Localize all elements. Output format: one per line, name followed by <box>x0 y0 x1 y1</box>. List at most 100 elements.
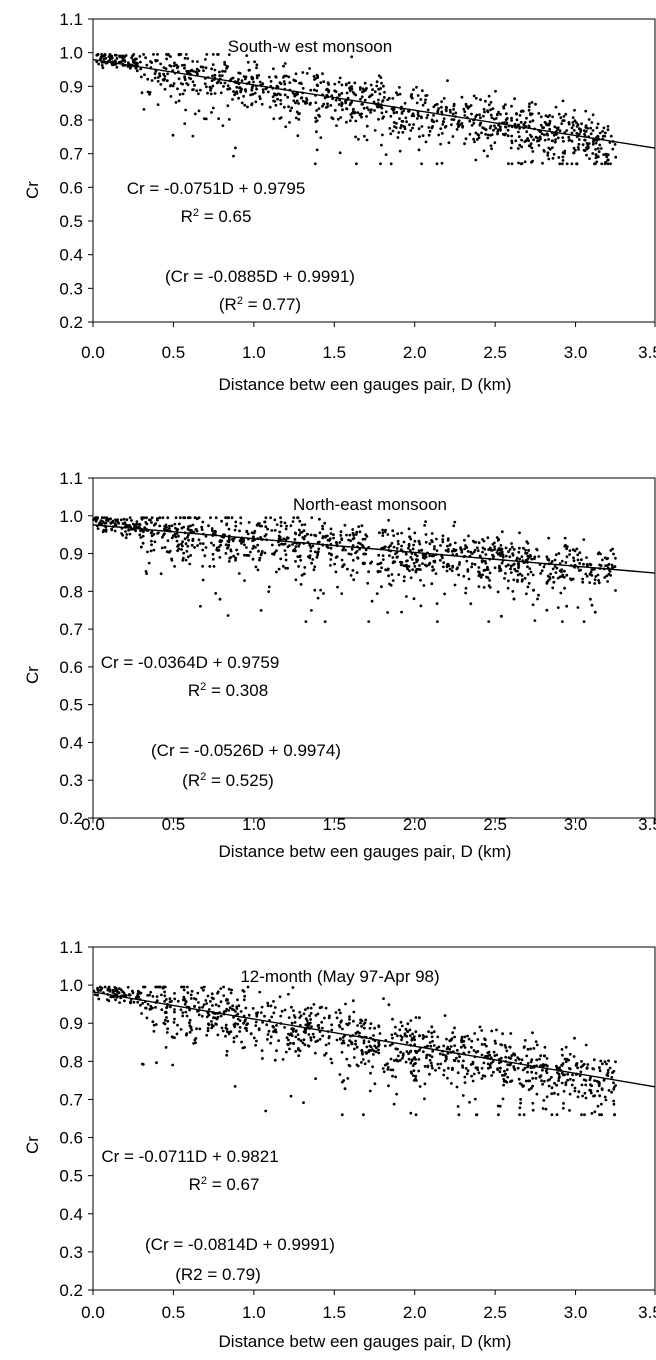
data-point <box>584 124 588 128</box>
data-point <box>573 1036 576 1040</box>
data-point <box>137 525 141 529</box>
data-point <box>314 116 317 120</box>
data-point <box>600 1087 604 1090</box>
data-point <box>472 550 476 554</box>
data-point <box>505 1068 509 1072</box>
data-point <box>559 116 563 120</box>
data-point <box>352 578 356 582</box>
data-point <box>292 516 296 520</box>
data-point <box>396 539 400 543</box>
data-point <box>217 117 221 120</box>
data-point <box>338 1073 342 1076</box>
data-point <box>536 139 539 143</box>
data-point <box>506 563 510 567</box>
data-point <box>173 992 176 995</box>
data-point <box>158 74 162 78</box>
data-point <box>506 1075 510 1079</box>
data-point <box>319 588 322 592</box>
y-tick-label: 1.1 <box>59 938 83 957</box>
data-point <box>426 1064 430 1068</box>
data-point <box>95 60 99 64</box>
data-point <box>383 545 387 549</box>
data-point <box>393 125 396 128</box>
data-point <box>465 1072 469 1076</box>
data-point <box>513 1053 517 1057</box>
data-point <box>350 85 354 88</box>
data-point <box>127 528 130 532</box>
data-point <box>542 148 546 152</box>
data-point <box>268 75 271 79</box>
data-point <box>563 544 567 548</box>
data-point <box>208 85 212 89</box>
data-point <box>181 1011 185 1014</box>
data-point <box>258 97 262 101</box>
data-point <box>451 112 455 116</box>
data-point <box>176 999 180 1003</box>
x-tick-label: 2.0 <box>403 1303 427 1322</box>
data-point <box>436 109 440 113</box>
data-point <box>531 1108 535 1112</box>
data-point <box>298 533 301 537</box>
scatter-chart-2: 0.20.30.40.50.60.70.80.91.01.10.0 0.5 1.0 1… <box>23 469 656 861</box>
data-point <box>134 529 138 533</box>
data-point <box>587 118 591 121</box>
data-point <box>299 96 303 100</box>
data-point <box>421 553 425 557</box>
data-point <box>104 521 108 525</box>
data-point <box>141 534 145 538</box>
data-point <box>490 133 494 137</box>
data-point <box>603 1060 607 1063</box>
data-point <box>360 115 363 119</box>
data-point <box>358 113 362 117</box>
data-point <box>354 93 358 97</box>
data-point <box>220 519 224 523</box>
data-point <box>517 1077 521 1081</box>
data-point <box>464 591 467 595</box>
data-point <box>428 561 432 565</box>
data-point <box>271 1024 275 1028</box>
data-point <box>271 95 275 99</box>
data-point <box>359 1021 362 1025</box>
data-point <box>396 1034 399 1038</box>
data-point <box>218 74 222 77</box>
data-point <box>196 1009 199 1013</box>
data-point <box>372 1034 375 1037</box>
data-point <box>102 516 106 520</box>
data-point <box>145 572 149 575</box>
data-point <box>488 1053 491 1057</box>
data-point <box>561 155 565 159</box>
data-point <box>270 543 274 547</box>
data-point <box>565 129 569 132</box>
data-point <box>500 561 504 565</box>
data-point <box>539 115 543 119</box>
data-point <box>541 161 544 165</box>
data-point <box>149 531 153 535</box>
data-point <box>160 546 164 550</box>
data-point <box>509 571 513 574</box>
data-point <box>381 531 385 535</box>
data-point <box>486 136 490 140</box>
data-point <box>525 540 529 544</box>
data-point <box>104 56 108 60</box>
data-point <box>352 536 356 540</box>
data-point <box>442 1044 446 1048</box>
data-point <box>351 544 355 547</box>
data-point <box>283 549 287 552</box>
data-point <box>277 567 281 571</box>
data-point <box>225 523 229 527</box>
data-point <box>571 121 575 124</box>
data-point <box>257 74 261 77</box>
data-point <box>237 572 241 575</box>
data-point <box>279 82 283 86</box>
data-point <box>526 565 529 569</box>
data-point <box>576 123 580 127</box>
data-point <box>317 540 321 544</box>
data-point <box>496 130 500 134</box>
data-point <box>275 1024 278 1027</box>
data-point <box>581 580 585 584</box>
data-point <box>188 1030 192 1034</box>
data-point <box>432 114 435 117</box>
data-point <box>329 104 333 107</box>
data-point <box>595 1079 599 1083</box>
data-point <box>176 545 179 548</box>
